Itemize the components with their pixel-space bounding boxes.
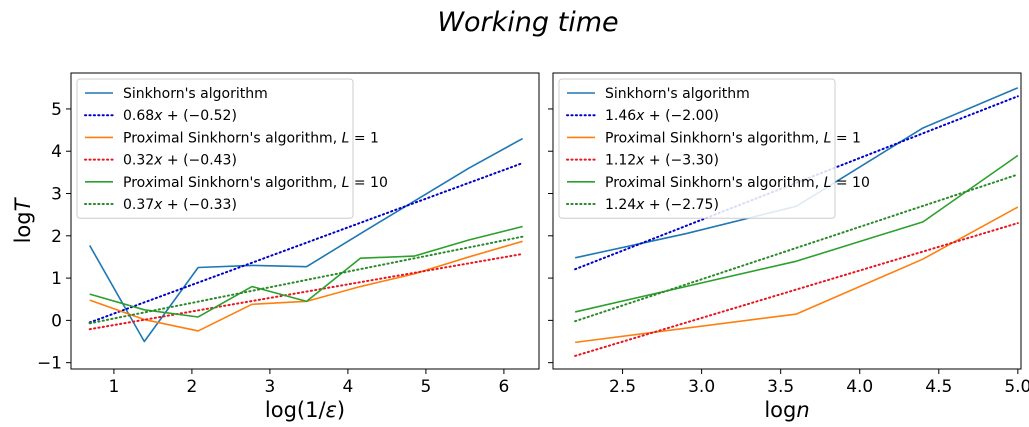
- right-panel: 2.5 3.0 3.5 4.0 4.5 5.0 logn Sinkhorn's algorit…: [548, 72, 1029, 422]
- y-tick-label: 3: [51, 185, 62, 205]
- legend-entry: Proximal Sinkhorn's algorithm, L = 10: [123, 175, 388, 191]
- legend-entry: 1.24x + (−2.75): [605, 197, 719, 213]
- y-tick-label: 4: [51, 142, 62, 162]
- y-tick-label: 1: [51, 269, 62, 289]
- legend-entry: Proximal Sinkhorn's algorithm, L = 1: [605, 130, 861, 146]
- series-line-4: [89, 225, 523, 318]
- x-tick-label: 6: [498, 377, 509, 397]
- series-group: [88, 137, 524, 343]
- x-axis-label: log(1/ε): [265, 398, 345, 422]
- x-tick-label: 4.0: [846, 377, 873, 397]
- series-line-2: [575, 206, 1019, 344]
- legend-entry: 0.37x + (−0.33): [123, 197, 237, 213]
- legend-entry: 1.46x + (−2.00): [605, 108, 719, 124]
- legend-entry: Sinkhorn's algorithm: [123, 86, 268, 102]
- legend-entry: 0.32x + (−0.43): [123, 153, 237, 169]
- x-tick-label: 4.5: [925, 377, 952, 397]
- x-axis-label: logn: [764, 398, 809, 422]
- x-tick-label: 5: [420, 377, 431, 397]
- y-tick-label: 5: [51, 100, 62, 120]
- legend-entry: 0.68x + (−0.52): [123, 108, 237, 124]
- fit-line-1: [88, 162, 524, 324]
- x-tick-label: 5.0: [1004, 377, 1029, 397]
- x-tick-label: 2: [186, 377, 197, 397]
- legend-entry: Sinkhorn's algorithm: [605, 86, 750, 102]
- axes-frame: [70, 72, 540, 370]
- legend: Sinkhorn's algorithm 1.46x + (−2.00) Proxi…: [558, 78, 870, 219]
- x-tick-label: 2.5: [609, 377, 636, 397]
- legend: Sinkhorn's algorithm 0.68x + (−0.52) Proxi…: [76, 78, 388, 219]
- fit-line-5: [88, 235, 524, 325]
- y-tick-label: 0: [51, 311, 62, 331]
- y-axis-label: logT: [11, 196, 35, 243]
- series-line-0: [89, 137, 524, 343]
- x-tick-label: 1: [108, 377, 119, 397]
- y-tick-label: −1: [37, 354, 62, 374]
- legend-box: [558, 78, 836, 219]
- legend-box: [76, 78, 354, 219]
- x-tick-label: 4: [342, 377, 353, 397]
- fit-line-5: [574, 173, 1019, 323]
- x-tick-label: 3.5: [767, 377, 794, 397]
- y-tick-label: 2: [51, 227, 62, 247]
- legend-entry: Proximal Sinkhorn's algorithm, L = 10: [605, 175, 870, 191]
- axes-frame: [552, 72, 1022, 370]
- left-panel: 1 2 3 4 5 6 −1 0 1 2 3 4 5 log(1/ε) logT Sinkhorn's alg…: [11, 72, 540, 422]
- figure-title: Working time: [437, 7, 618, 38]
- legend-entry: Proximal Sinkhorn's algorithm, L = 1: [123, 130, 379, 146]
- legend-entry: 1.12x + (−3.30): [605, 153, 719, 169]
- fit-line-3: [88, 252, 524, 331]
- x-tick-label: 3.0: [688, 377, 715, 397]
- series-line-4: [574, 154, 1019, 313]
- x-tick-label: 3: [264, 377, 275, 397]
